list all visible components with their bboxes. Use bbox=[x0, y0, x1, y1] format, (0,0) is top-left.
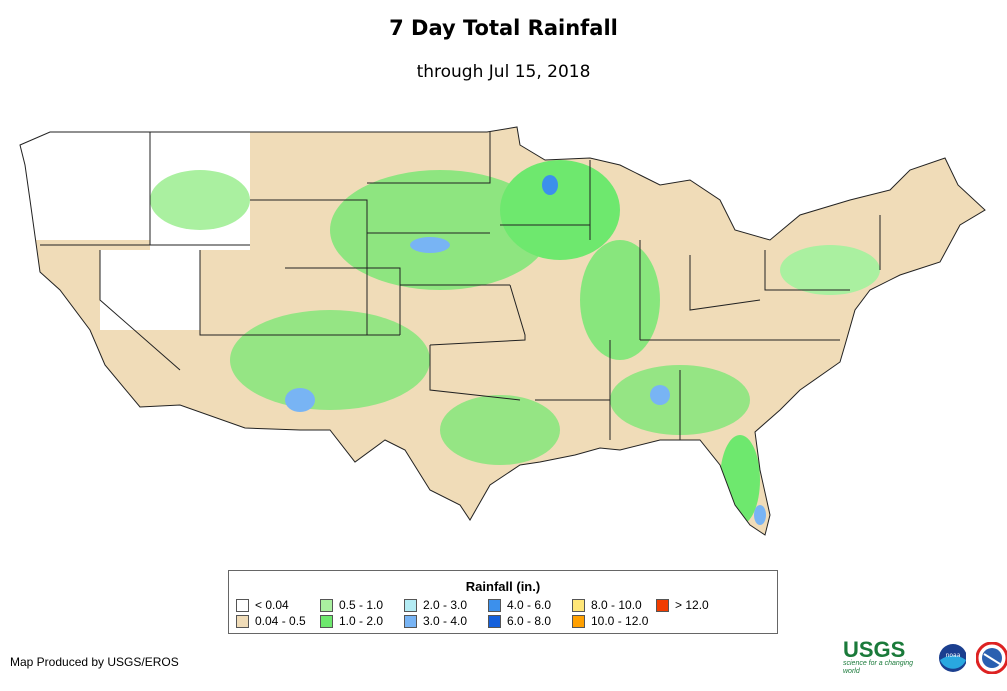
rainfall-map bbox=[19, 126, 986, 536]
legend-swatch bbox=[572, 598, 585, 612]
legend-swatch bbox=[236, 598, 249, 612]
legend-swatch bbox=[236, 614, 249, 628]
legend-swatch bbox=[656, 598, 669, 612]
legend-title: Rainfall (in.) bbox=[465, 579, 541, 594]
legend-label: > 12.0 bbox=[675, 598, 709, 612]
legend-swatch bbox=[572, 614, 585, 628]
legend-swatch bbox=[404, 598, 417, 612]
map-subtitle: through Jul 15, 2018 bbox=[416, 62, 591, 82]
legend-swatch bbox=[320, 598, 333, 612]
map-title: 7 Day Total Rainfall bbox=[389, 16, 618, 40]
svg-text:noaa: noaa bbox=[945, 652, 960, 659]
legend-swatch bbox=[404, 614, 417, 628]
legend-item: 8.0 - 10.0 bbox=[572, 597, 656, 613]
legend-item: < 0.04 bbox=[236, 597, 320, 613]
legend-label: 0.5 - 1.0 bbox=[339, 598, 384, 612]
usgs-logo: USGS science for a changing world bbox=[843, 637, 914, 676]
legend-swatch bbox=[320, 614, 333, 628]
nws-logo bbox=[976, 642, 1007, 674]
legend-label: 10.0 - 12.0 bbox=[591, 614, 649, 628]
legend-label: 3.0 - 4.0 bbox=[423, 614, 468, 628]
legend-swatch bbox=[488, 614, 501, 628]
legend-swatch bbox=[488, 598, 501, 612]
legend-item: 10.0 - 12.0 bbox=[572, 613, 656, 629]
legend-item: 0.04 - 0.5 bbox=[236, 613, 320, 629]
credit-text: Map Produced by USGS/EROS bbox=[10, 655, 179, 669]
legend-label: 8.0 - 10.0 bbox=[591, 598, 642, 612]
legend-item: 4.0 - 6.0 bbox=[488, 597, 572, 613]
legend-items: < 0.04 0.04 - 0.5 0.5 - 1.0 1.0 - 2.0 2.0 - … bbox=[236, 597, 777, 629]
legend-label: 6.0 - 8.0 bbox=[507, 614, 552, 628]
state-borders bbox=[19, 126, 986, 536]
legend-label: 0.04 - 0.5 bbox=[255, 614, 306, 628]
legend-label: 4.0 - 6.0 bbox=[507, 598, 552, 612]
agency-logos: USGS science for a changing world noaa bbox=[843, 637, 1007, 676]
legend-item: 1.0 - 2.0 bbox=[320, 613, 404, 629]
legend: Rainfall (in.) < 0.04 0.04 - 0.5 0.5 - 1.0… bbox=[228, 570, 778, 634]
legend-item: > 12.0 bbox=[656, 597, 740, 613]
legend-item: 2.0 - 3.0 bbox=[404, 597, 488, 613]
legend-label: 2.0 - 3.0 bbox=[423, 598, 468, 612]
noaa-logo: noaa bbox=[938, 644, 967, 672]
legend-label: 1.0 - 2.0 bbox=[339, 614, 384, 628]
legend-item: 3.0 - 4.0 bbox=[404, 613, 488, 629]
legend-item: 0.5 - 1.0 bbox=[320, 597, 404, 613]
legend-item: 6.0 - 8.0 bbox=[488, 613, 572, 629]
legend-label: < 0.04 bbox=[255, 598, 289, 612]
